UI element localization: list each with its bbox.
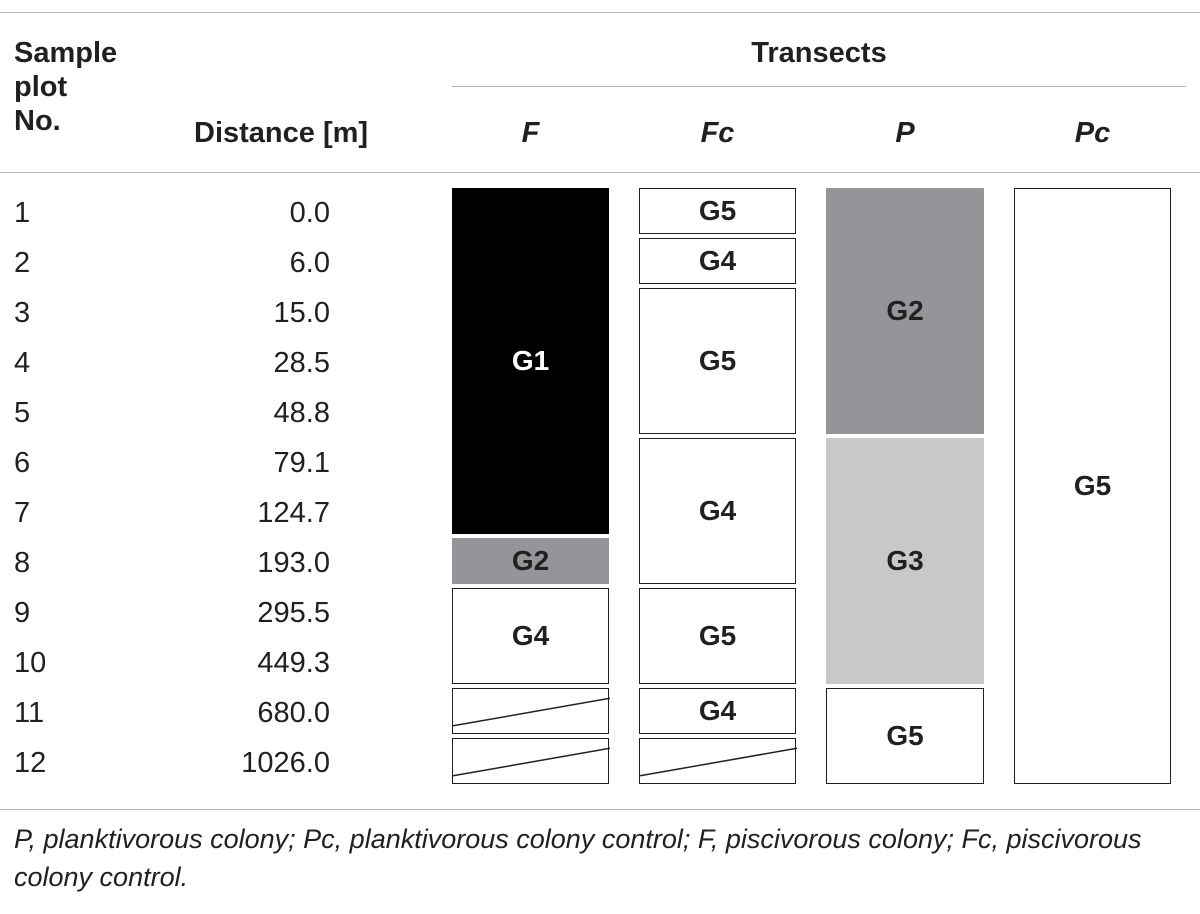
transect-f-segment bbox=[452, 688, 610, 734]
transect-p-segment: G5 bbox=[826, 688, 984, 784]
distance-value: 15.0 bbox=[273, 297, 330, 329]
table-caption: P, planktivorous colony; Pc, planktivoro… bbox=[14, 824, 1142, 892]
header-sample-plot-no: Sample plot No. bbox=[14, 36, 117, 138]
distance-value: 680.0 bbox=[257, 697, 330, 729]
plot-number: 2 bbox=[14, 247, 31, 279]
transect-fc-segment: G5 bbox=[639, 188, 796, 234]
transect-f-segment bbox=[452, 738, 610, 784]
plot-number: 3 bbox=[14, 297, 31, 329]
group-label: G4 bbox=[698, 695, 737, 726]
header-transect-p: P bbox=[895, 117, 915, 149]
header-no-line: No. bbox=[14, 105, 61, 137]
distance-value: 124.7 bbox=[257, 497, 330, 529]
group-label: G5 bbox=[886, 720, 924, 751]
transect-p-segment: G2 bbox=[826, 188, 984, 434]
transect-p-segment: G3 bbox=[826, 438, 984, 684]
distance-value: 193.0 bbox=[257, 547, 330, 579]
group-label: G1 bbox=[511, 345, 550, 376]
transect-fc-segment bbox=[639, 738, 797, 784]
distance-value: 449.3 bbox=[257, 647, 330, 679]
plot-number: 5 bbox=[14, 397, 31, 429]
header-transect-f: F bbox=[521, 117, 540, 149]
plot-number: 9 bbox=[14, 597, 31, 629]
group-label: G2 bbox=[511, 545, 550, 576]
header-transect-fc: Fc bbox=[700, 117, 735, 149]
group-label: G5 bbox=[1073, 470, 1112, 501]
empty-plot-slash bbox=[453, 697, 610, 727]
group-label: G4 bbox=[698, 245, 737, 276]
group-label: G5 bbox=[698, 620, 737, 651]
plot-number: 10 bbox=[14, 647, 47, 679]
header-sample-line: Sample bbox=[14, 37, 118, 69]
plot-number: 8 bbox=[14, 547, 31, 579]
transect-pc-segment: G5 bbox=[1014, 188, 1171, 784]
distance-value: 28.5 bbox=[273, 347, 330, 379]
transect-fc-segment: G5 bbox=[639, 588, 796, 684]
distance-value: 79.1 bbox=[273, 447, 330, 479]
transects-rule bbox=[452, 86, 1186, 87]
header-transect-pc: Pc bbox=[1074, 117, 1111, 149]
plot-number: 6 bbox=[14, 447, 31, 479]
empty-plot-slash bbox=[453, 747, 610, 777]
top-rule bbox=[0, 12, 1200, 13]
distance-value: 48.8 bbox=[273, 397, 330, 429]
distance-value: 1026.0 bbox=[241, 747, 330, 779]
header-bottom-rule bbox=[0, 172, 1200, 173]
distance-value: 0.0 bbox=[289, 197, 330, 229]
group-label: G2 bbox=[886, 295, 924, 326]
header-transects: Transects bbox=[751, 37, 887, 69]
plot-number: 1 bbox=[14, 197, 31, 229]
table-bottom-rule bbox=[0, 809, 1200, 810]
header-distance: Distance [m] bbox=[194, 117, 369, 149]
group-label: G3 bbox=[886, 545, 924, 576]
transect-f-segment: G2 bbox=[452, 538, 609, 584]
group-label: G5 bbox=[698, 345, 737, 376]
group-label: G4 bbox=[698, 495, 737, 526]
distance-value: 295.5 bbox=[257, 597, 330, 629]
distance-value: 6.0 bbox=[289, 247, 330, 279]
plot-number: 4 bbox=[14, 347, 31, 379]
plot-number: 12 bbox=[14, 747, 47, 779]
transect-f-segment: G4 bbox=[452, 588, 609, 684]
header-plot-line: plot bbox=[14, 71, 68, 103]
plot-number: 7 bbox=[14, 497, 31, 529]
empty-plot-slash bbox=[640, 747, 797, 777]
transect-fc-segment: G4 bbox=[639, 688, 796, 734]
transect-fc-segment: G5 bbox=[639, 288, 796, 434]
group-label: G4 bbox=[511, 620, 550, 651]
transect-f-segment: G1 bbox=[452, 188, 609, 534]
transect-fc-segment: G4 bbox=[639, 238, 796, 284]
plot-number: 11 bbox=[14, 697, 45, 729]
group-label: G5 bbox=[698, 195, 737, 226]
transect-fc-segment: G4 bbox=[639, 438, 796, 584]
